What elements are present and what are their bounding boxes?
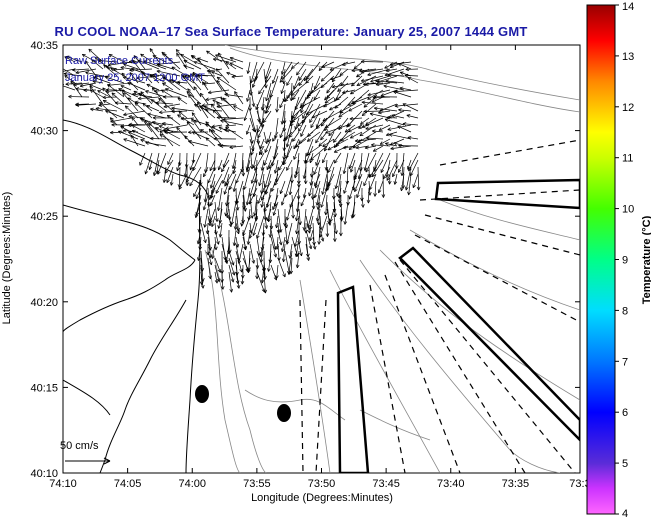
radar-sector-lines (299, 139, 580, 473)
map-title: RU COOL NOAA–17 Sea Surface Temperature:… (54, 24, 528, 39)
scale-label: 50 cm/s (60, 440, 99, 452)
x-tick-label: 74:00 (178, 478, 206, 490)
colorbar-tick-label: 4 (622, 508, 628, 519)
plot-frame (62, 44, 581, 474)
y-tick-label: 40:30 (30, 126, 58, 138)
colorbar-tick-label: 5 (622, 458, 628, 470)
colorbar-tick-label: 7 (622, 356, 628, 368)
y-tick-label: 40:25 (30, 211, 58, 223)
y-tick-label: 40:15 (30, 382, 58, 394)
colorbar-tick-label: 8 (622, 305, 628, 317)
radar-station-1 (195, 385, 209, 403)
colorbar-tick-label: 13 (622, 51, 634, 63)
bathymetry-contours (204, 45, 580, 473)
colorbar-label: Temperature (°C) (641, 215, 651, 304)
y-axis-label: Latitude (Degrees:Minutes) (1, 192, 13, 325)
x-tick-label: 73:55 (243, 478, 271, 490)
radar-footprints (336, 178, 580, 473)
colorbar-tick-label: 9 (622, 255, 628, 267)
colorbar-tick-label: 11 (622, 153, 633, 165)
surface-current-vectors (63, 48, 421, 294)
radar-station-2 (277, 404, 291, 422)
colorbar-tick-label: 14 (622, 1, 634, 13)
x-tick-label: 73:40 (437, 478, 465, 490)
colorbar-tick-label: 12 (622, 102, 634, 114)
colorbar (586, 4, 616, 515)
x-tick-label: 73:35 (502, 478, 530, 490)
y-tick-label: 40:35 (30, 40, 58, 52)
x-tick-label: 74:05 (114, 478, 142, 490)
y-tick-label: 40:20 (30, 297, 58, 309)
overlay-timestamp: January 25, 2007 1200 GMT (65, 72, 205, 84)
x-tick-label: 73:3 (569, 478, 590, 490)
x-tick-label: 74:10 (49, 478, 77, 490)
colorbar-tick-label: 10 (622, 204, 634, 216)
overlay-title: Raw Surface Currents (65, 55, 174, 67)
scale-arrow (65, 457, 111, 465)
x-tick-label: 73:50 (308, 478, 336, 490)
x-tick-label: 73:45 (372, 478, 400, 490)
x-axis-label: Longitude (Degrees:Minutes) (251, 492, 393, 504)
coastline (63, 119, 211, 473)
colorbar-tick-label: 6 (622, 407, 628, 419)
y-tick-label: 40:10 (30, 468, 58, 480)
